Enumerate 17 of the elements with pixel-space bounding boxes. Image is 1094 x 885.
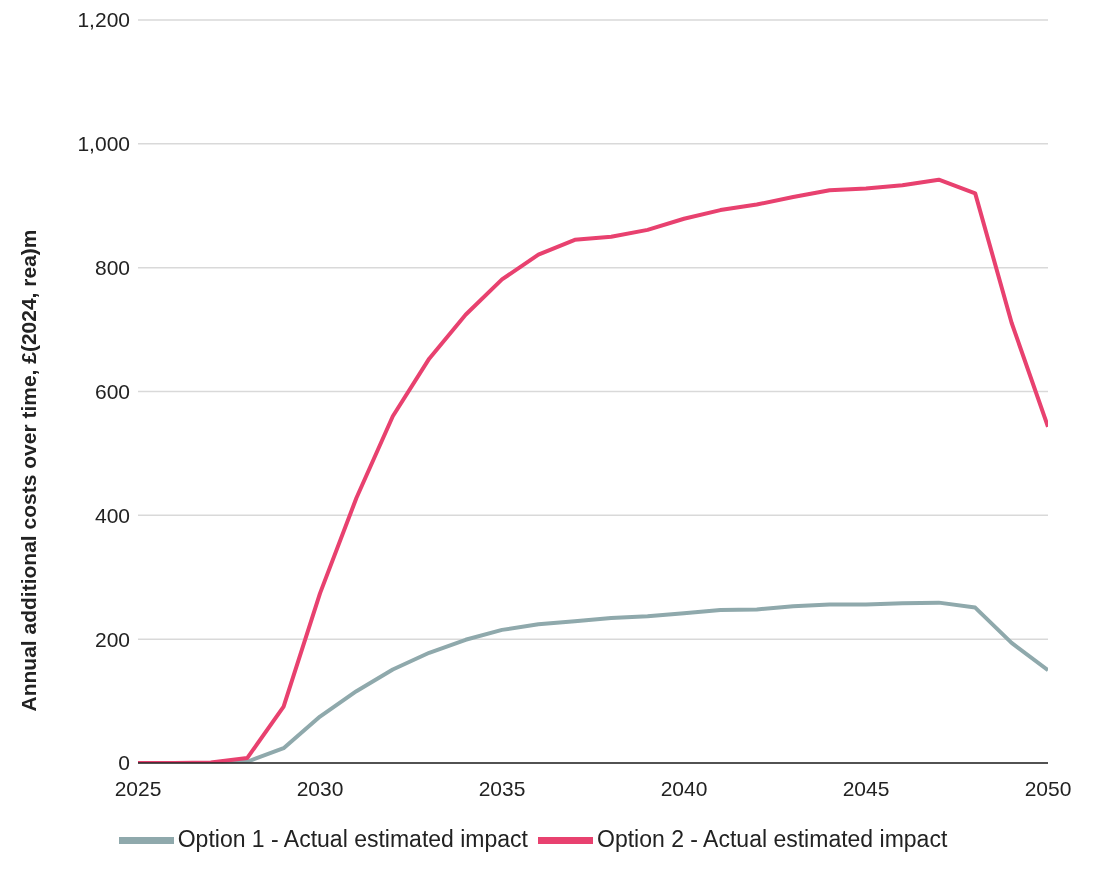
y-tick-label: 800	[94, 256, 130, 280]
legend-label: Option 2 - Actual estimated impact	[597, 825, 948, 852]
y-tick-label: 1,200	[77, 8, 130, 32]
x-tick-label: 2030	[296, 776, 344, 800]
y-tick-label: 400	[94, 503, 130, 527]
y-axis-title: Annual additional costs over time, £(2024, rea)m	[17, 229, 41, 712]
legend-label: Option 1 - Actual estimated impact	[177, 825, 528, 852]
x-tick-label: 2035	[478, 776, 526, 800]
y-tick-label: 1,000	[77, 132, 130, 156]
line-series	[138, 177, 1048, 763]
x-tick-label: 2050	[1024, 776, 1072, 800]
y-tick-label: 200	[94, 627, 130, 651]
y-tick-label: 0	[118, 751, 130, 775]
x-tick-label: 2040	[660, 776, 708, 800]
x-tick-label: 2045	[842, 776, 890, 800]
y-tick-label: 600	[94, 379, 130, 403]
x-tick-label: 2025	[114, 776, 162, 800]
